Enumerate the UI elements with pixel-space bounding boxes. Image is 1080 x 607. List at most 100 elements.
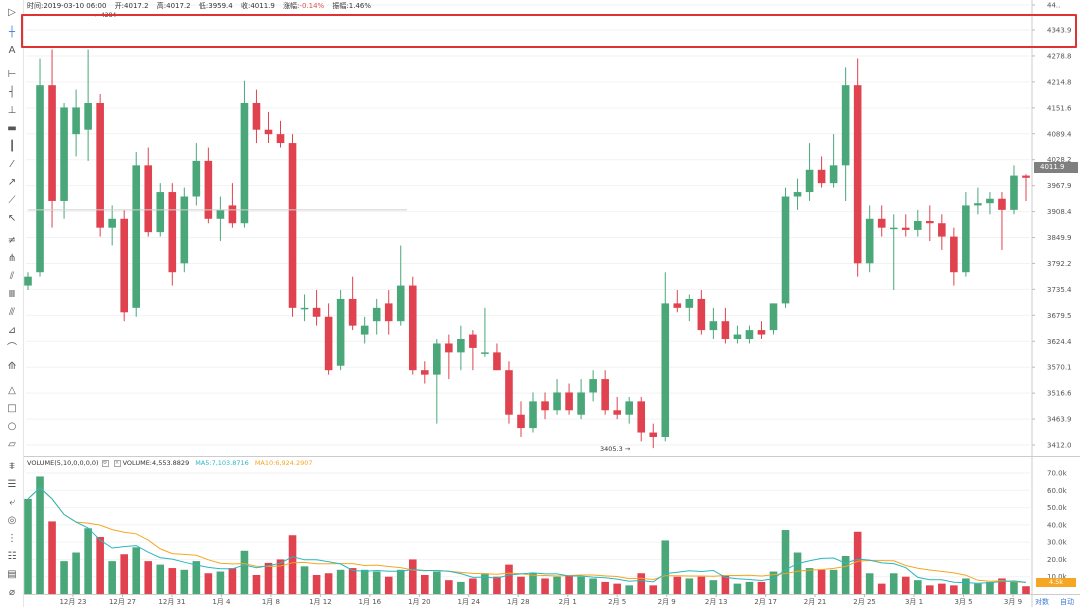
candle-body	[553, 392, 561, 411]
regression-icon[interactable]: ⫽	[9, 270, 15, 282]
trend-line-icon[interactable]: ⁄	[11, 158, 13, 170]
close-icon[interactable]: ×	[113, 459, 121, 467]
target-icon[interactable]: ◎	[7, 514, 17, 526]
parallel-channel-icon[interactable]: ≠	[7, 234, 17, 246]
volume-bar	[192, 561, 201, 594]
amplitude-readout: 振幅:1.46%	[332, 2, 372, 10]
candle-body	[733, 334, 742, 340]
compare-icon[interactable]: ⋮	[7, 532, 17, 544]
volume-bar	[637, 573, 646, 594]
volume-bar	[601, 581, 609, 594]
volume-ma5-line	[27, 487, 1027, 584]
magnet-icon[interactable]: ⌀	[8, 586, 16, 598]
price-tick-label: 4089.4	[1047, 130, 1072, 138]
candle-body	[24, 276, 32, 286]
price-tick-label: 3516.6	[1047, 390, 1072, 398]
auto-scale-toggle[interactable]: 自动	[1060, 598, 1074, 606]
candle-body	[348, 298, 357, 326]
triangle-icon[interactable]: △	[8, 384, 16, 396]
template-icon[interactable]: ▤	[7, 568, 17, 580]
candle-body	[180, 196, 189, 264]
price-tick-label: 4151.6	[1047, 104, 1072, 112]
volume-bar	[926, 585, 934, 594]
fib-arc-icon[interactable]: ⌒	[7, 342, 17, 354]
volume-bar	[348, 568, 357, 594]
price-label-icon[interactable]: ▬	[7, 122, 17, 134]
volume-bar	[72, 552, 80, 594]
candle-body	[757, 330, 766, 335]
price-tick-label: 4028.2	[1047, 156, 1072, 164]
candle-body	[877, 218, 886, 228]
indicator-list-icon[interactable]: ☰	[7, 478, 17, 490]
extended-line-icon[interactable]: ⟋	[8, 194, 16, 206]
log-scale-toggle[interactable]: 对数	[1035, 598, 1049, 606]
volume-bar	[252, 574, 261, 594]
pitchfork-icon[interactable]: ⋔	[7, 252, 17, 264]
ray-icon[interactable]: ↗	[7, 176, 17, 188]
indicator-settings-icon[interactable]: ⩨	[9, 460, 15, 472]
volume-bar	[384, 576, 393, 594]
volume-bar	[84, 528, 92, 594]
volume-bar	[889, 573, 898, 594]
alert-icon[interactable]: ☷	[7, 550, 17, 562]
candle-body	[974, 203, 982, 206]
fib-fan-icon[interactable]: ⊿	[7, 324, 17, 336]
candle-body	[769, 303, 778, 331]
volume-bar	[433, 571, 441, 594]
volume-bar	[757, 581, 766, 594]
volume-bar	[805, 568, 814, 594]
volume-bar	[865, 573, 874, 594]
volume-bar	[553, 576, 561, 594]
parallelogram-icon[interactable]: ▱	[8, 438, 16, 450]
fib-retracement-icon[interactable]: ⫻	[9, 306, 15, 318]
measure-icon[interactable]: ⤶	[9, 496, 15, 508]
candle-body	[276, 134, 285, 144]
candle-body	[252, 102, 261, 130]
volume-bar	[180, 569, 189, 594]
fib-extension-icon[interactable]: ⟰	[7, 360, 17, 372]
volume-bar	[841, 555, 850, 594]
horizontal-ray-icon[interactable]: ┤	[8, 86, 16, 98]
time-tick-label: 12月 23	[59, 598, 86, 606]
volume-bar	[228, 568, 237, 594]
candle-body	[565, 392, 573, 411]
vertical-line-icon[interactable]: ┃	[8, 140, 16, 152]
volume-bar	[457, 581, 465, 594]
candle-body	[829, 165, 838, 184]
candle-body	[469, 334, 477, 348]
horizontal-line-icon[interactable]: ⊢	[7, 68, 17, 80]
cursor-icon[interactable]: ▷	[8, 6, 16, 18]
time-cycle-icon[interactable]: Ⅲ	[8, 288, 16, 300]
close-readout: 收:4011.9	[240, 2, 275, 10]
text-icon[interactable]: A	[8, 44, 16, 56]
volume-bar	[288, 535, 297, 594]
drawing-toolbar: ▷ ┼ A ⊢ ┤ ⊥ ▬ ┃ ⁄ ↗ ⟋ ↖ ≠ ⋔ ⫽ Ⅲ ⫻ ⊿ ⌒ ⟰ △ □ ○ ▱ ⩨ ☰ ⤶ ◎ ⋮ ☷ ▤ ⌀	[0, 0, 24, 607]
time-tick-label: 1月 12	[309, 598, 332, 606]
candle-body	[901, 227, 910, 230]
volume-bar	[264, 562, 273, 594]
volume-bar	[1022, 586, 1030, 594]
candle-body	[998, 198, 1006, 210]
volume-tick-label: 40.0k	[1047, 521, 1068, 529]
volume-bar	[120, 554, 128, 594]
candle-body	[1010, 175, 1018, 210]
volume-tick-label: 60.0k	[1047, 487, 1068, 495]
volume-bar	[276, 559, 285, 594]
crosshair-icon[interactable]: ┼	[8, 26, 16, 38]
circle-icon[interactable]: ○	[7, 420, 17, 432]
settings-icon[interactable]: ⚙	[101, 459, 109, 467]
candle-body	[481, 352, 489, 354]
price-tick-label: 4343.9	[1047, 27, 1072, 35]
price-tick-label: 3412.0	[1047, 442, 1072, 450]
rectangle-icon[interactable]: □	[7, 402, 17, 414]
horizontal-segment-icon[interactable]: ⊥	[7, 104, 17, 116]
low-readout: 低:3959.4	[198, 2, 233, 10]
candle-body	[601, 379, 609, 411]
volume-bar	[649, 585, 658, 594]
volume-bar	[901, 576, 910, 594]
volume-bar	[565, 574, 573, 594]
candle-body	[48, 85, 56, 201]
time-tick-label: 2月 25	[853, 598, 876, 606]
arrow-line-icon[interactable]: ↖	[7, 212, 17, 224]
